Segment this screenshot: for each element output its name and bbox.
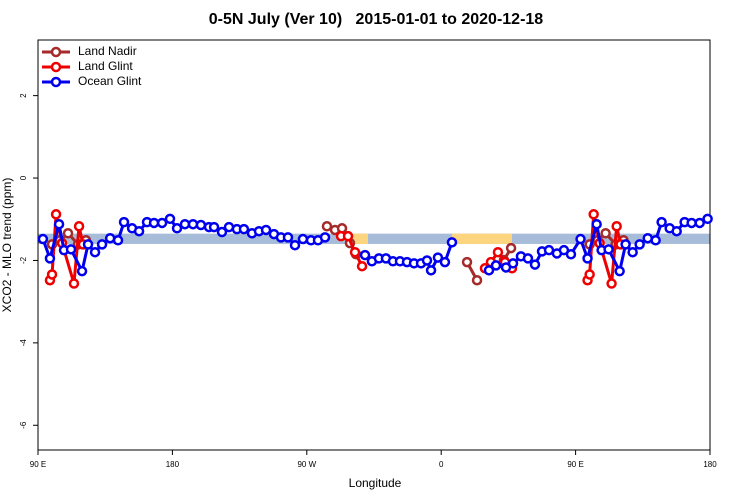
data-point: [68, 278, 80, 289]
data-point: [73, 221, 85, 232]
x-tick-label: 180: [166, 460, 180, 469]
x-tick-label: 90 W: [297, 460, 316, 469]
data-point: [260, 224, 272, 236]
data-point: [656, 216, 667, 228]
data-point: [164, 213, 176, 225]
data-point: [591, 218, 602, 230]
y-tick-label: -4: [19, 339, 28, 347]
data-point: [82, 239, 94, 250]
data-point: [505, 242, 517, 254]
data-point: [65, 244, 77, 255]
data-point: [349, 246, 361, 258]
data-point: [483, 265, 495, 276]
data-point: [216, 226, 228, 238]
band: [345, 233, 369, 244]
plot-frame: [37, 39, 711, 451]
data-point: [50, 209, 62, 220]
data-point: [356, 260, 368, 272]
band: [38, 233, 710, 244]
data-point: [297, 233, 309, 245]
data-point: [588, 209, 599, 220]
y-tick-label: -2: [19, 256, 28, 264]
x-tick-label: 90 E: [30, 460, 46, 469]
x-tick-label: 180: [703, 460, 717, 469]
legend-marker: [50, 76, 62, 88]
x-tick-label: 90 E: [567, 460, 583, 469]
data-point: [627, 246, 638, 258]
data-point: [611, 221, 622, 232]
data-point: [634, 239, 645, 250]
data-point: [133, 225, 145, 237]
data-point: [208, 221, 220, 233]
y-tick-label: 2: [19, 93, 28, 98]
y-axis-label: XCO2 - MLO trend (ppm): [0, 178, 14, 313]
data-point: [62, 228, 74, 239]
data-point: [282, 232, 294, 243]
data-point: [421, 255, 433, 266]
data-point: [529, 259, 541, 270]
data-point: [171, 223, 183, 234]
data-point: [522, 253, 534, 264]
data-point: [471, 274, 483, 286]
data-point: [96, 239, 108, 250]
data-point: [686, 217, 697, 229]
data-point: [492, 246, 504, 258]
data-point: [507, 258, 519, 269]
data-point: [575, 233, 586, 245]
data-point: [565, 249, 577, 260]
x-axis-label: Longitude: [349, 476, 402, 490]
x-tick-label: 0: [439, 460, 444, 469]
data-point: [432, 252, 444, 263]
data-point: [238, 223, 250, 235]
data-point: [118, 216, 130, 228]
legend-marker: [50, 61, 62, 73]
data-point: [148, 217, 160, 229]
data-point: [620, 239, 631, 250]
data-point: [321, 221, 333, 232]
data-point: [614, 265, 625, 277]
data-point: [600, 228, 611, 239]
data-point: [53, 218, 65, 230]
data-point: [319, 232, 331, 243]
data-point: [112, 235, 124, 246]
data-point: [179, 218, 191, 230]
data-point: [446, 237, 458, 248]
y-tick-label: -6: [19, 421, 28, 429]
data-point: [425, 265, 437, 276]
data-point: [37, 233, 49, 245]
data-point: [44, 253, 56, 264]
y-tick-label: 0: [19, 175, 28, 180]
data-point: [342, 230, 354, 242]
data-point: [439, 256, 451, 268]
data-point: [76, 265, 88, 277]
data-point: [461, 256, 473, 268]
data-point: [702, 213, 713, 225]
data-point: [694, 217, 705, 229]
band: [451, 233, 512, 244]
data-point: [490, 260, 502, 271]
data-point: [650, 235, 661, 246]
data-point: [606, 278, 617, 289]
data-point: [582, 253, 593, 264]
legend-label: Land Glint: [78, 59, 133, 73]
chart-title: 0-5N July (Ver 10) 2015-01-01 to 2020-12…: [209, 11, 544, 28]
data-point: [603, 244, 614, 255]
data-point: [156, 217, 168, 229]
data-point: [359, 249, 371, 261]
data-point: [89, 246, 101, 258]
data-point: [46, 269, 58, 280]
data-point: [671, 225, 682, 237]
data-point: [195, 219, 207, 231]
legend-label: Ocean Glint: [78, 74, 142, 88]
data-point: [584, 269, 595, 280]
legend-marker: [50, 46, 62, 58]
legend-label: Land Nadir: [78, 44, 137, 58]
data-point: [289, 239, 301, 251]
